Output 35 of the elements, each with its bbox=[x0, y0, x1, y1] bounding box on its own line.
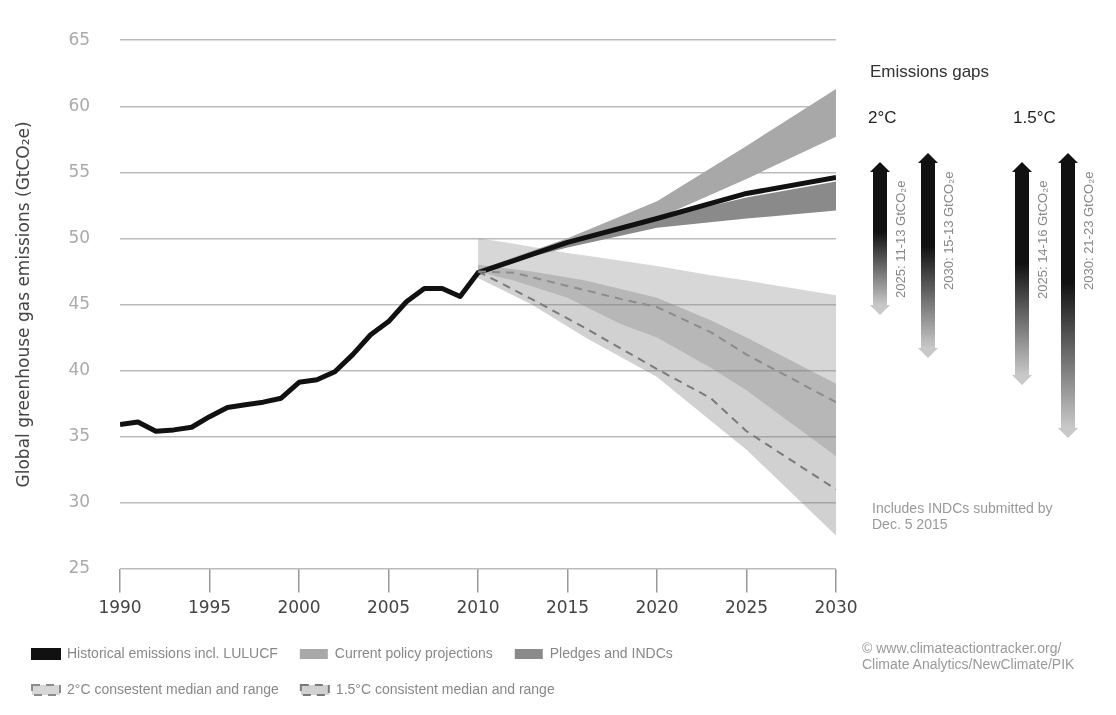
text: Includes INDCs submitted by Dec. 5 2015 bbox=[872, 500, 1054, 532]
text: 2025: 11-13 GtCO₂e bbox=[893, 180, 908, 298]
y-tick-label: 60 bbox=[68, 94, 91, 115]
x-tick-label: 2025 bbox=[724, 597, 769, 618]
legend-label: 1.5°C consistent median and range bbox=[335, 680, 555, 697]
text: 2°C bbox=[868, 108, 897, 128]
text: 2025: 14-16 GtCO₂e bbox=[1035, 180, 1050, 299]
legend-label: Pledges and INDCs bbox=[549, 644, 673, 661]
y-tick-label: 25 bbox=[68, 557, 91, 578]
y-tick-label: 30 bbox=[68, 490, 91, 511]
x-tick-label: 2015 bbox=[545, 597, 590, 618]
text: 2030: 15-13 GtCO₂e bbox=[941, 171, 956, 290]
line-series bbox=[477, 270, 836, 491]
x-tick-label: 2005 bbox=[366, 597, 411, 618]
x-tick-label: 1990 bbox=[98, 597, 142, 618]
text: 1.5°C bbox=[1013, 108, 1056, 128]
legend-label: Historical emissions incl. LULUCF bbox=[67, 644, 278, 661]
y-tick-label: 50 bbox=[68, 226, 91, 247]
y-tick-label: 35 bbox=[68, 424, 91, 445]
text: 2030: 21-23 GtCO₂e bbox=[1081, 171, 1096, 290]
x-tick-label: 2000 bbox=[277, 597, 321, 618]
x-tick-label: 2030 bbox=[814, 597, 858, 618]
y-tick-label: 40 bbox=[68, 358, 91, 379]
x-tick-label: 1995 bbox=[187, 597, 232, 618]
text: Emissions gaps bbox=[870, 62, 990, 82]
y-axis-title: Global greenhouse gas emissions (GtCO₂e) bbox=[12, 121, 33, 488]
line-series bbox=[477, 270, 836, 404]
y-tick-label: 45 bbox=[68, 292, 91, 313]
legend-label: Current policy projections bbox=[334, 644, 493, 661]
x-tick-label: 2010 bbox=[456, 597, 500, 618]
legend-label: 2°C consestent median and range bbox=[67, 680, 280, 697]
y-tick-label: 65 bbox=[68, 28, 91, 49]
x-tick-label: 2020 bbox=[635, 597, 679, 618]
y-tick-label: 55 bbox=[68, 160, 91, 181]
text: © www.climateactiontracker.org/ Climate Analytics/NewClimate/PIK bbox=[862, 640, 1076, 672]
